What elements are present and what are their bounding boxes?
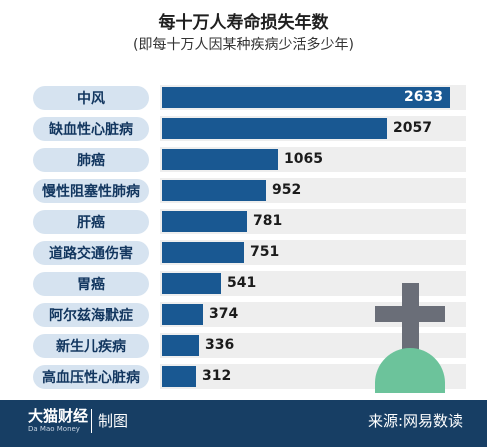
bar <box>162 180 266 201</box>
bar <box>162 273 221 294</box>
category-label: 道路交通伤害 <box>33 241 149 265</box>
value-label: 312 <box>202 368 232 384</box>
category-label: 慢性阻塞性肺病 <box>33 179 149 203</box>
footer-source: 来源:网易数读 <box>367 412 463 430</box>
bar <box>162 304 203 325</box>
brand-logo-subtitle: Da Mao Money <box>28 425 80 433</box>
footer-credit: 制图 <box>98 412 129 430</box>
category-label: 新生儿疾病 <box>33 334 149 358</box>
value-label: 1065 <box>284 151 323 167</box>
footer-bar: 大猫财经 Da Mao Money 制图 来源:网易数读 <box>0 400 487 447</box>
bar <box>162 149 278 170</box>
category-label: 肝癌 <box>33 210 149 234</box>
category-label: 中风 <box>33 86 149 110</box>
bar-chart: 中风 2633 缺血性心脏病 2057 肺癌 1065 慢性阻塞性肺病 952 肝癌 781 道路交… <box>33 85 466 389</box>
value-label: 374 <box>209 306 239 322</box>
bar <box>162 211 247 232</box>
category-label: 高血压性心脏病 <box>33 365 149 389</box>
bar <box>162 242 244 263</box>
bar <box>162 366 196 387</box>
value-label: 751 <box>250 244 280 260</box>
chart-title: 每十万人寿命损失年数 <box>158 13 329 33</box>
category-label: 胃癌 <box>33 272 149 296</box>
value-label: 2057 <box>393 120 432 136</box>
value-label: 336 <box>205 337 235 353</box>
brand-logo: 大猫财经 <box>28 407 89 425</box>
bar <box>162 118 387 139</box>
bar <box>162 335 199 356</box>
bar <box>162 87 450 108</box>
category-label: 肺癌 <box>33 148 149 172</box>
category-label: 阿尔兹海默症 <box>33 303 149 327</box>
value-label: 781 <box>253 213 283 229</box>
value-label: 2633 <box>404 89 443 105</box>
chart-subtitle: (即每十万人因某种疾病少活多少年) <box>133 37 354 53</box>
footer-separator <box>91 409 92 433</box>
category-label: 缺血性心脏病 <box>33 117 149 141</box>
value-label: 541 <box>227 275 257 291</box>
value-label: 952 <box>272 182 302 198</box>
